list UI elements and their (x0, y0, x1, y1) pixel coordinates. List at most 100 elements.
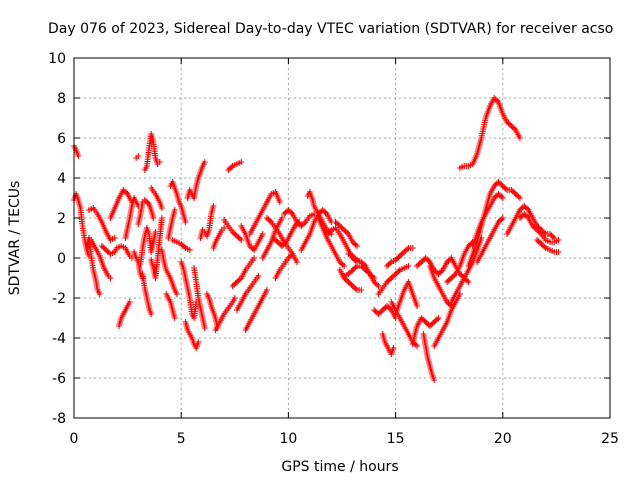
data-point (349, 253, 356, 259)
data-point (536, 229, 543, 236)
x-axis-label: GPS time / hours (281, 459, 398, 475)
data-point (232, 231, 239, 238)
data-point (449, 273, 456, 280)
series-s04 (86, 205, 118, 243)
data-point (422, 319, 429, 325)
data-point (285, 207, 292, 213)
data-point (270, 235, 277, 241)
data-point (332, 219, 339, 225)
data-point (464, 277, 471, 284)
data-point (75, 153, 82, 159)
data-point (405, 263, 412, 269)
data-point (141, 197, 148, 203)
data-point (435, 271, 442, 277)
data-point (496, 192, 503, 199)
data-point (335, 221, 342, 228)
data-point (231, 281, 238, 288)
data-point (298, 223, 305, 229)
data-point (422, 255, 429, 261)
series-s59 (420, 331, 438, 383)
y-tick-label: 8 (57, 91, 66, 107)
data-point (495, 179, 502, 185)
data-point (346, 280, 353, 287)
series-s71 (534, 237, 562, 255)
data-point (492, 193, 499, 200)
data-point (232, 280, 239, 287)
data-point (231, 230, 238, 237)
data-point (282, 209, 289, 216)
data-point (288, 209, 295, 216)
data-point (101, 245, 108, 252)
data-point (375, 283, 382, 289)
data-point (273, 237, 280, 244)
data-point (432, 268, 439, 275)
data-point (322, 209, 329, 216)
x-tick-label: 0 (70, 431, 79, 447)
data-point (496, 217, 503, 224)
data-point (229, 283, 236, 289)
data-point (135, 153, 142, 159)
data-point (398, 251, 405, 258)
data-point (288, 252, 295, 259)
data-point (263, 215, 270, 221)
data-point (121, 188, 128, 195)
data-point (354, 243, 361, 249)
data-point (444, 259, 451, 265)
data-point (392, 271, 399, 277)
series-s01 (71, 143, 82, 159)
data-point (516, 215, 523, 221)
data-point (399, 250, 406, 257)
data-point (414, 303, 421, 309)
data-point (358, 287, 365, 293)
series-s57 (409, 315, 442, 347)
data-point (446, 301, 453, 308)
data-point (221, 225, 228, 231)
x-tick-label: 20 (494, 431, 512, 447)
data-point (120, 187, 127, 193)
data-point (319, 207, 326, 213)
data-point (415, 261, 422, 268)
data-point (385, 304, 392, 311)
data-point (504, 119, 511, 125)
x-tick-label: 15 (387, 431, 405, 447)
series-s29 (210, 225, 228, 251)
data-point (226, 165, 233, 172)
data-point (395, 254, 402, 261)
data-point (498, 181, 505, 188)
data-point (348, 281, 355, 288)
data-point (401, 249, 408, 255)
data-point (265, 216, 272, 223)
data-point (100, 244, 107, 251)
data-point (374, 281, 381, 288)
data-point (428, 321, 435, 328)
data-point (341, 263, 348, 269)
data-point (339, 261, 346, 268)
data-point (339, 225, 346, 232)
data-point (349, 267, 356, 273)
data-point (299, 221, 306, 228)
series-s50 (345, 251, 382, 289)
data-point (293, 259, 300, 265)
series-s30 (212, 295, 238, 333)
y-tick-label: 0 (57, 251, 66, 267)
data-point (276, 240, 283, 247)
series-s39 (263, 215, 300, 265)
data-point (233, 279, 240, 285)
series-s55 (388, 299, 421, 349)
data-point (434, 316, 441, 323)
data-point (274, 239, 281, 245)
data-point (342, 228, 349, 235)
series-s37 (246, 189, 283, 237)
data-point (126, 299, 133, 305)
data-point (521, 203, 528, 209)
data-point (495, 191, 502, 197)
data-point (445, 300, 452, 307)
data-point (225, 167, 232, 173)
data-point (425, 257, 432, 264)
data-point (539, 242, 546, 249)
data-point (515, 193, 522, 200)
data-point (392, 257, 399, 263)
series-s11 (133, 153, 142, 161)
data-point (246, 243, 253, 249)
data-point (501, 184, 508, 191)
